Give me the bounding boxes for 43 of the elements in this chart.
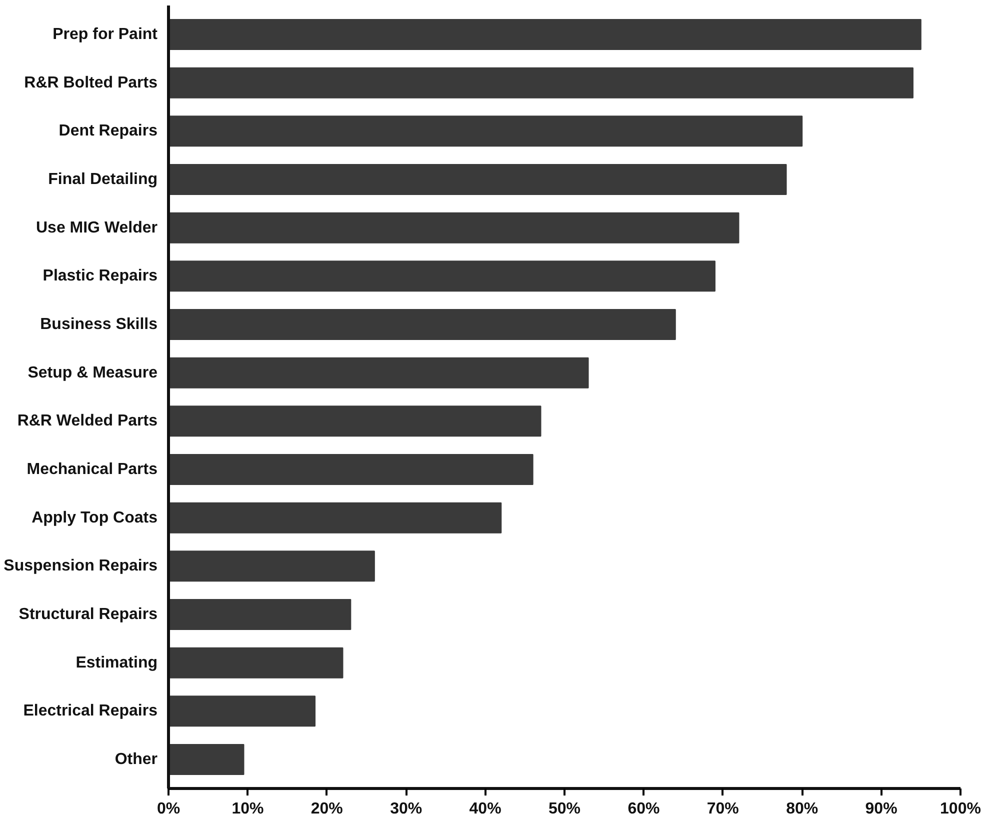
x-tick-label: 0% bbox=[156, 800, 180, 818]
x-tick-label: 100% bbox=[940, 800, 981, 818]
x-tick-label: 30% bbox=[390, 800, 422, 818]
y-tick-label: Suspension Repairs bbox=[4, 558, 158, 575]
y-tick-label: Estimating bbox=[76, 654, 158, 672]
y-tick-label: R&R Bolted Parts bbox=[24, 74, 158, 92]
bar bbox=[168, 406, 542, 437]
x-tick-label: 10% bbox=[232, 800, 264, 818]
bar bbox=[168, 309, 676, 340]
y-tick-label: Business Skills bbox=[40, 316, 158, 333]
y-tick-label: Plastic Repairs bbox=[42, 268, 158, 285]
bar bbox=[168, 260, 716, 292]
y-tick-label: Apply Top Coats bbox=[32, 509, 158, 526]
y-tick-label: Electrical Repairs bbox=[23, 702, 158, 720]
y-tick-label: Final Detailing bbox=[48, 171, 158, 188]
y-tick-label: Other bbox=[114, 751, 158, 768]
y-tick-label: Dent Repairs bbox=[58, 122, 158, 140]
x-tick-label: 60% bbox=[628, 800, 660, 818]
bar bbox=[168, 67, 914, 98]
bar bbox=[168, 696, 316, 727]
x-tick-label: 90% bbox=[865, 800, 898, 818]
y-tick-label: R&R Welded Parts bbox=[17, 412, 158, 430]
bar bbox=[168, 599, 352, 630]
bar bbox=[168, 647, 344, 678]
bar bbox=[168, 116, 803, 147]
x-tick-label: 40% bbox=[469, 800, 502, 818]
bar bbox=[168, 212, 740, 244]
bar bbox=[168, 744, 244, 775]
bar bbox=[168, 550, 375, 582]
x-tick-label: 70% bbox=[706, 800, 739, 818]
y-tick-label: Structural Repairs bbox=[18, 606, 158, 623]
bar bbox=[168, 164, 787, 195]
bar bbox=[168, 454, 534, 485]
y-tick-label: Mechanical Parts bbox=[26, 461, 158, 478]
y-tick-label: Use MIG Welder bbox=[36, 219, 158, 236]
y-tick-label: Prep for Paint bbox=[52, 26, 158, 43]
y-tick-label: Setup & Measure bbox=[28, 364, 158, 382]
x-tick-label: 80% bbox=[786, 800, 818, 818]
x-tick-label: 20% bbox=[310, 800, 343, 818]
bar bbox=[168, 357, 589, 388]
x-tick-label: 50% bbox=[548, 800, 581, 818]
bar bbox=[168, 502, 502, 534]
bar bbox=[168, 19, 922, 50]
